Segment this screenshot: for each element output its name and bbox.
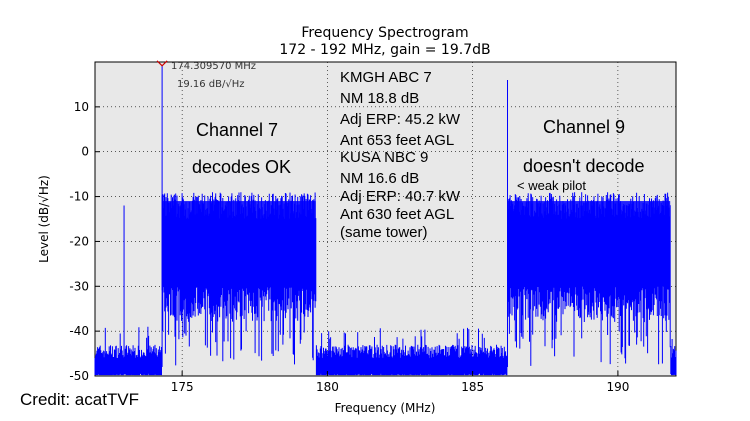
- x-tick-label: 185: [461, 380, 484, 394]
- channel7-title: Channel 7: [196, 120, 278, 140]
- axis-ticks: 175 180 185 190 10 0 -10 -20 -30 -40 -50: [69, 100, 629, 394]
- x-axis-label: Frequency (MHz): [335, 401, 436, 415]
- channel9-status: doesn't decode: [523, 156, 645, 176]
- signal-trace: [94, 65, 677, 376]
- info-line: KMGH ABC 7: [340, 69, 432, 86]
- y-tick-label: 10: [74, 100, 89, 114]
- info-line: NM 18.8 dB: [340, 90, 419, 107]
- y-tick-label: 0: [81, 145, 89, 159]
- station-info: KMGH ABC 7 NM 18.8 dB Adj ERP: 45.2 kW A…: [340, 69, 461, 241]
- info-line: Ant 630 feet AGL: [340, 206, 454, 223]
- y-tick-label: -10: [69, 190, 89, 204]
- channel-band-1: [161, 201, 316, 278]
- peak-frequency-label: 174.309570 MHz: [171, 61, 256, 72]
- x-tick-label: 175: [171, 380, 194, 394]
- channel9-title: Channel 9: [543, 117, 625, 137]
- y-tick-label: -40: [69, 324, 89, 338]
- info-line: Adj ERP: 45.2 kW: [340, 111, 461, 128]
- info-line: NM 16.6 dB: [340, 170, 419, 187]
- channel9-note: < weak pilot: [517, 178, 586, 193]
- chart-title: Frequency Spectrogram: [301, 25, 468, 41]
- channel-band-2: [507, 201, 671, 278]
- info-line: Adj ERP: 40.7 kW: [340, 188, 461, 205]
- x-tick-label: 190: [606, 380, 629, 394]
- y-tick-label: -20: [69, 234, 89, 248]
- info-line: KUSA NBC 9: [340, 149, 428, 166]
- y-axis-label: Level (dB/√Hz): [37, 175, 51, 263]
- credit-text: Credit: acatTVF: [20, 390, 140, 409]
- info-line: (same tower): [340, 224, 428, 241]
- peak-marker: [156, 60, 168, 67]
- peak-level-label: 19.16 dB/√Hz: [177, 79, 245, 90]
- channel7-status: decodes OK: [192, 157, 291, 177]
- info-line: Ant 653 feet AGL: [340, 132, 454, 149]
- y-tick-label: -30: [69, 279, 89, 293]
- y-tick-label: -50: [69, 369, 89, 383]
- chart-subtitle: 172 - 192 MHz, gain = 19.7dB: [279, 42, 490, 58]
- peak-marker-symbol: [156, 60, 168, 67]
- x-tick-label: 180: [316, 380, 339, 394]
